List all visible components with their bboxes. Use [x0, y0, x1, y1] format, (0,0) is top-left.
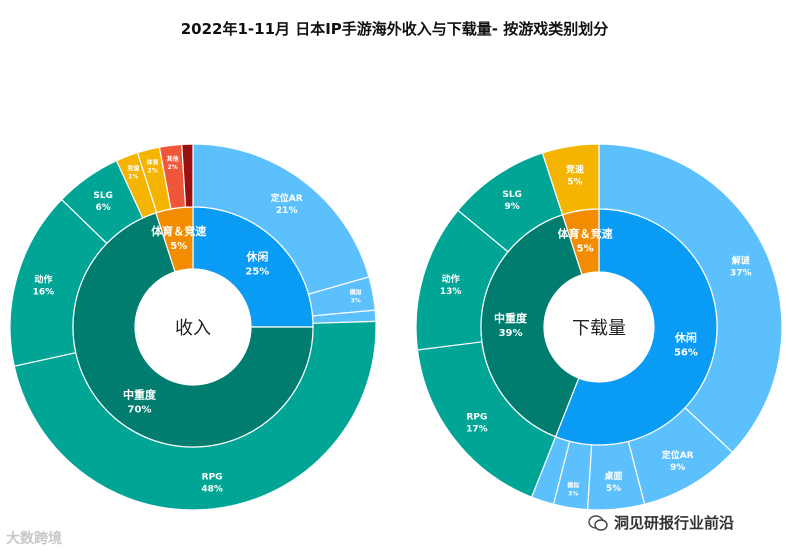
- inner-slice-0-0: [192, 206, 314, 328]
- watermark-left: 大数跨境: [6, 531, 62, 547]
- center-label-0: 收入: [175, 318, 211, 339]
- inner-pct-0-1: 70%: [128, 405, 152, 416]
- inner-pct-0-0: 25%: [245, 267, 269, 278]
- outer-label-0-4: SLG: [93, 191, 113, 201]
- outer-label-0-6: 体育: [147, 158, 159, 166]
- inner-pct-1-2: 5%: [577, 244, 594, 255]
- outer-pct-0-6: 2%: [148, 167, 158, 174]
- inner-slice-1-0: [554, 208, 718, 446]
- inner-label-0-0: 休闲: [245, 250, 268, 264]
- outer-pct-0-4: 6%: [96, 203, 111, 213]
- wechat-icon: [588, 514, 608, 531]
- outer-label-1-6: SLG: [502, 190, 522, 200]
- inner-slice-1-1: [480, 214, 583, 438]
- outer-label-0-5: 竞速: [126, 165, 139, 173]
- inner-label-1-0: 休闲: [674, 331, 697, 345]
- center-label-1: 下载量: [572, 318, 626, 339]
- outer-pct-0-3: 16%: [33, 287, 55, 297]
- watermark-right-text: 洞见研报行业前沿: [614, 514, 735, 532]
- inner-label-1-1: 中重度: [494, 311, 528, 325]
- chart-title: 2022年1-11月 日本IP手游海外收入与下载量- 按游戏类别划分: [180, 20, 609, 38]
- outer-label-1-3: 模拟: [567, 481, 579, 489]
- outer-label-1-1: 定位AR: [661, 449, 694, 461]
- inner-pct-1-0: 56%: [674, 348, 698, 359]
- outer-label-1-0: 解谜: [732, 255, 751, 267]
- outer-pct-0-2: 48%: [201, 484, 223, 494]
- outer-pct-1-3: 3%: [568, 490, 578, 497]
- outer-pct-1-2: 5%: [606, 484, 621, 494]
- outer-pct-0-1: 3%: [351, 298, 361, 305]
- outer-label-1-2: 桌面: [605, 470, 623, 482]
- outer-pct-1-6: 9%: [505, 202, 520, 212]
- outer-pct-0-7: 2%: [168, 164, 178, 171]
- inner-label-0-1: 中重度: [123, 388, 157, 402]
- outer-pct-0-5: 1%: [128, 174, 138, 181]
- outer-pct-1-4: 17%: [466, 425, 488, 435]
- outer-label-0-2: RPG: [202, 472, 223, 482]
- outer-pct-1-7: 5%: [567, 177, 582, 187]
- inner-label-0-2: 体育＆竞速: [151, 224, 206, 238]
- inner-slice-0-1: [72, 212, 314, 448]
- outer-label-0-3: 动作: [34, 273, 52, 285]
- outer-pct-1-1: 9%: [670, 463, 685, 473]
- outer-label-1-7: 竞速: [565, 163, 584, 175]
- outer-pct-0-0: 21%: [276, 206, 298, 216]
- inner-pct-0-2: 5%: [170, 241, 187, 252]
- inner-pct-1-1: 39%: [499, 328, 523, 339]
- outer-pct-1-0: 37%: [730, 269, 752, 279]
- inner-slice-0-2: [155, 206, 194, 273]
- outer-label-0-0: 定位AR: [270, 192, 303, 204]
- outer-label-1-4: RPG: [466, 413, 487, 423]
- watermark-right: 洞见研报行业前沿: [588, 512, 734, 533]
- outer-pct-1-5: 13%: [440, 287, 462, 297]
- inner-label-1-2: 体育＆竞速: [558, 227, 613, 241]
- outer-label-1-5: 动作: [442, 273, 460, 285]
- inner-slice-1-2: [561, 208, 600, 276]
- outer-label-0-1: 模拟: [350, 289, 362, 297]
- outer-label-0-7: 其他: [167, 155, 179, 163]
